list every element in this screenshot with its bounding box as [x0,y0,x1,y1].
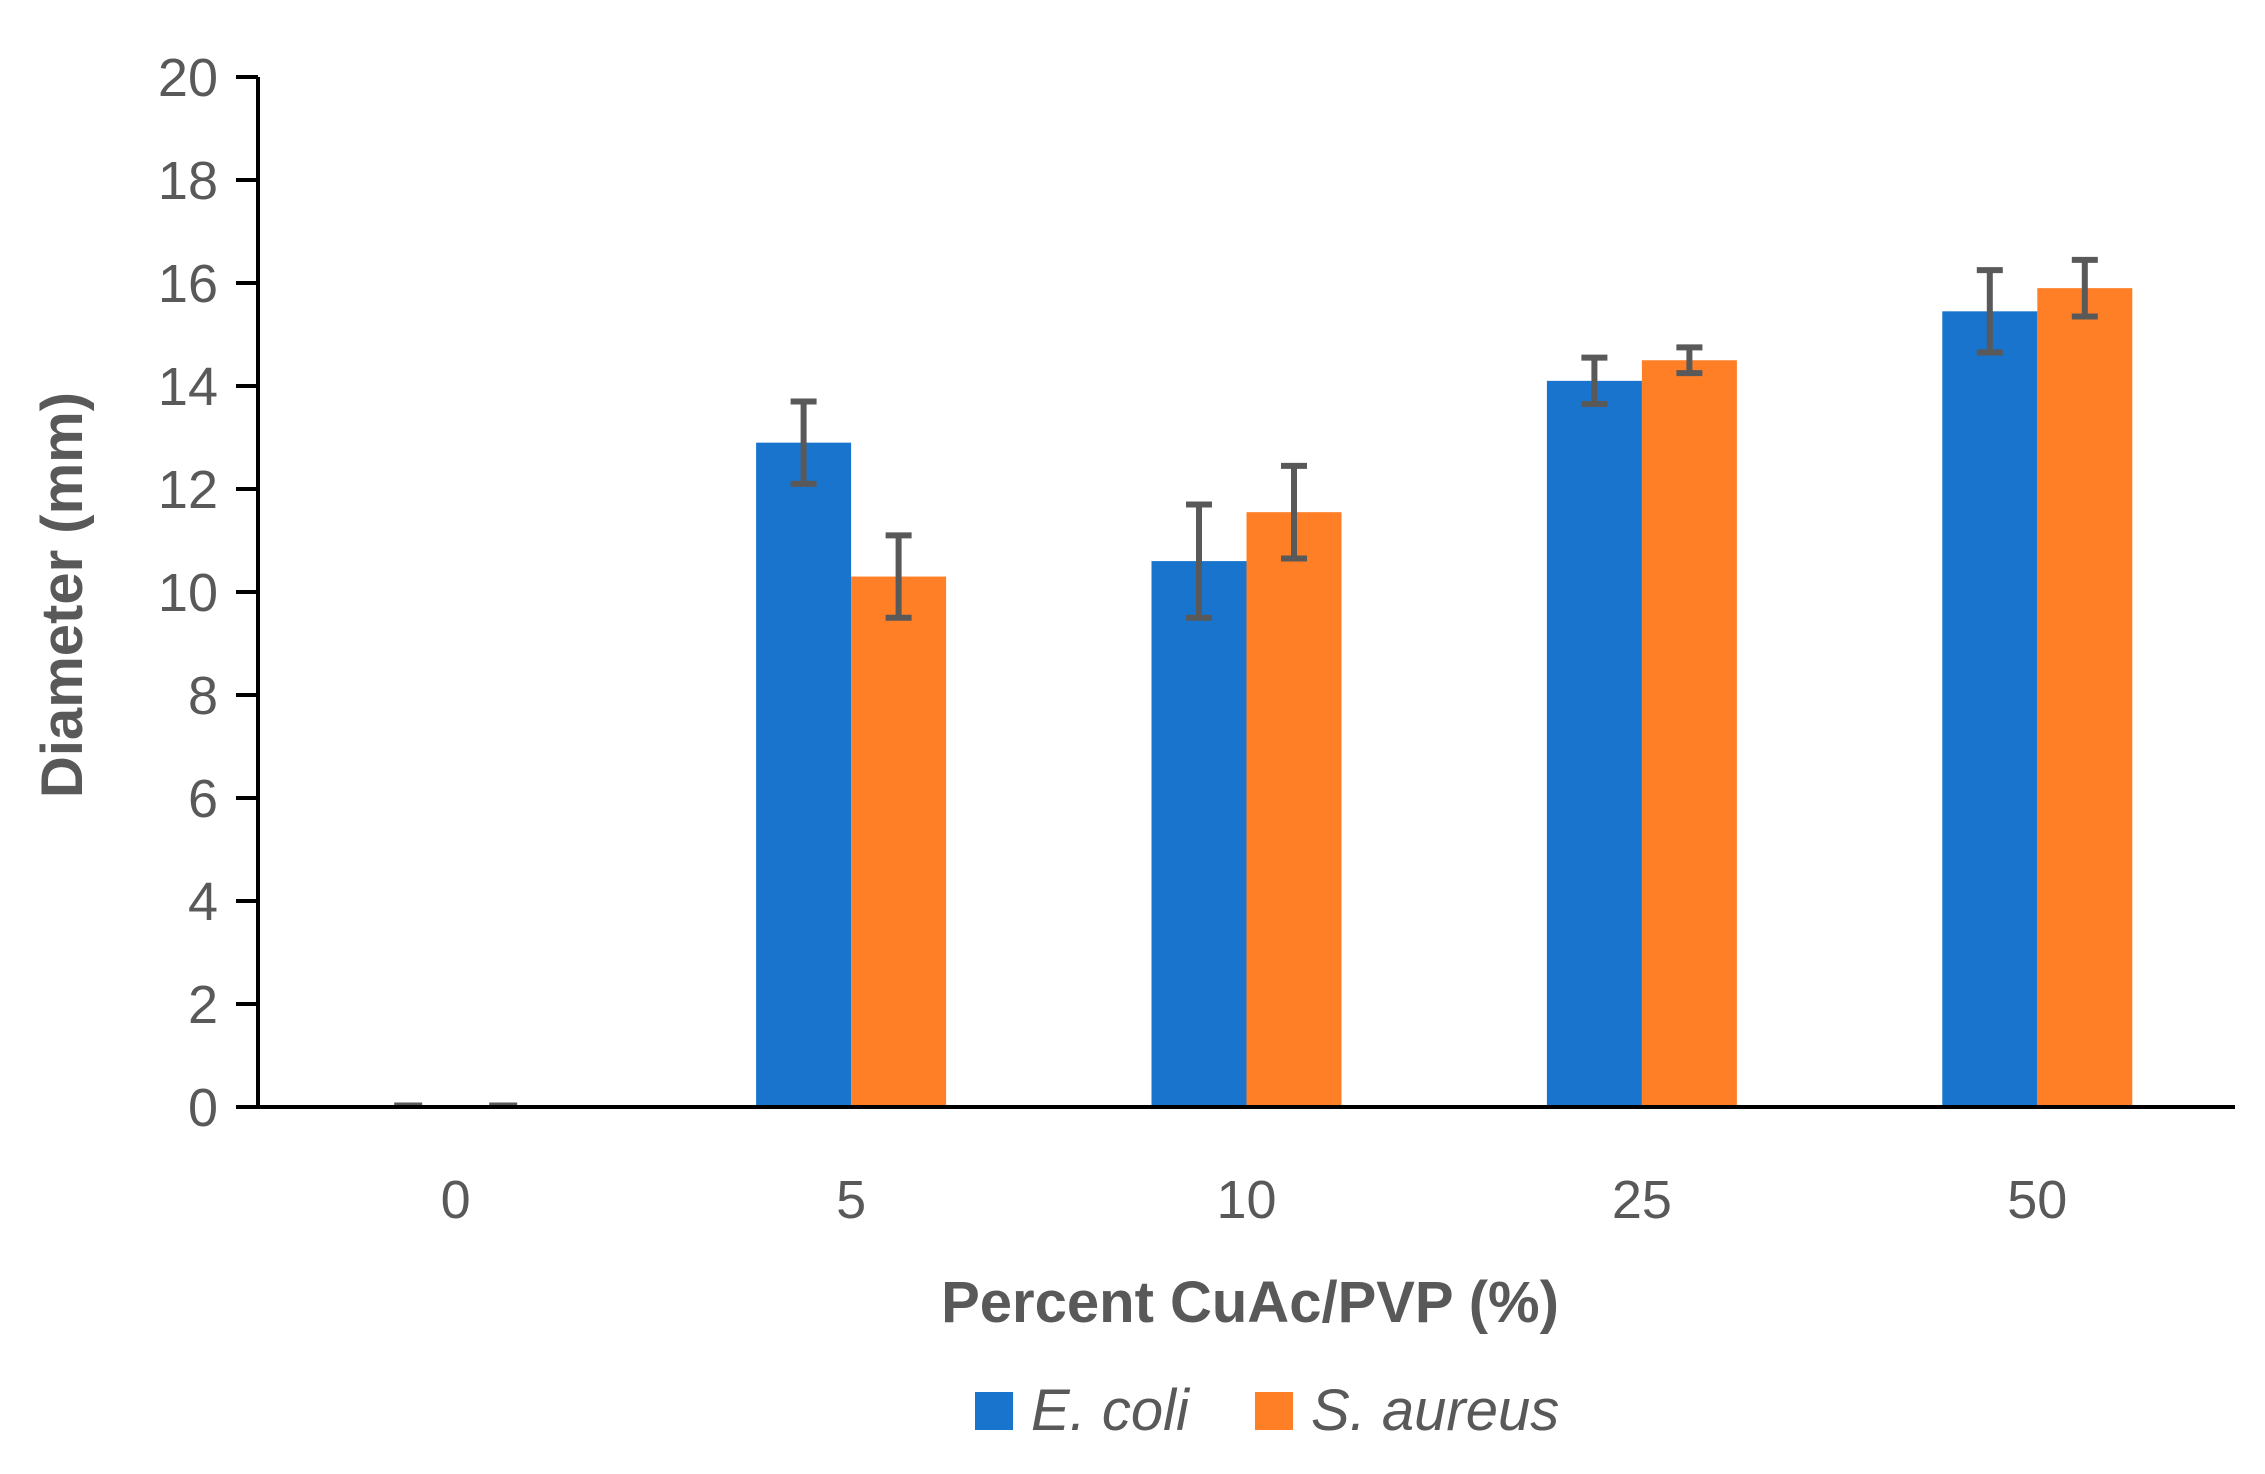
error-bar [1581,354,1608,408]
bar-s-aureus [1246,512,1342,1107]
y-tick-label: 2 [188,975,218,1035]
x-tick-label: 25 [1612,1170,1672,1230]
bars-group [756,288,2133,1108]
error-bar [1281,462,1307,562]
legend-swatch [975,1392,1013,1430]
x-tick-label: 0 [441,1170,471,1230]
x-axis-tick-labels: 0 5 10 25 50 [441,1170,2068,1230]
x-tick-label: 5 [836,1170,866,1230]
y-tick-label: 16 [158,254,218,314]
error-bar [790,398,817,487]
bar-e-coli [1942,311,2038,1107]
y-tick-label: 12 [158,460,218,520]
x-tick-label: 10 [1216,1170,1276,1230]
legend: E. coli S. aureus [975,1378,1559,1443]
bar-e-coli [756,442,852,1107]
y-axis-ticks: 0 2 4 6 8 10 12 14 16 18 20 [158,48,258,1138]
y-tick-label: 18 [158,151,218,211]
x-tick-label: 50 [2007,1170,2067,1230]
bar-s-aureus [1641,360,1737,1107]
y-tick-label: 0 [188,1078,218,1138]
error-bar [1186,501,1212,621]
error-bar [1676,344,1703,377]
y-tick-label: 6 [188,769,218,829]
legend-label: S. aureus [1311,1378,1559,1443]
bar-e-coli [1546,380,1642,1108]
legend-label: E. coli [1031,1378,1191,1443]
bar-e-coli [1151,561,1247,1107]
y-tick-label: 4 [188,872,218,932]
error-bar [2071,256,2098,320]
bar-s-aureus [2037,288,2133,1107]
y-axis-title: Diameter (mm) [30,392,95,798]
y-tick-label: 14 [158,357,218,417]
x-axis-title: Percent CuAc/PVP (%) [941,1270,1559,1335]
error-bar [1976,267,2003,356]
y-tick-label: 8 [188,666,218,726]
bar-s-aureus [851,576,947,1107]
legend-swatch [1255,1392,1293,1430]
y-tick-label: 20 [158,48,218,108]
y-tick-label: 10 [158,563,218,623]
error-bar [885,532,912,621]
